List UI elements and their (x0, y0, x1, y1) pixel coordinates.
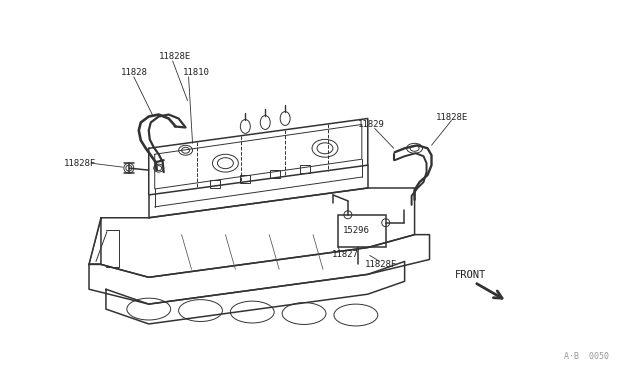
Bar (270, 170, 280, 178)
Bar (300, 165, 310, 173)
Text: 11828F: 11828F (365, 260, 397, 269)
Text: 11828F: 11828F (64, 159, 97, 168)
Bar (241, 175, 250, 183)
Text: A·B  0050: A·B 0050 (564, 352, 609, 361)
Text: 11828E: 11828E (159, 52, 191, 61)
Text: FRONT: FRONT (454, 270, 486, 280)
Bar (338, 215, 386, 247)
Text: 11829: 11829 (358, 120, 385, 129)
Text: 11828E: 11828E (435, 113, 468, 122)
Bar (211, 180, 220, 188)
Text: 11827: 11827 (332, 250, 359, 259)
Text: 11828: 11828 (121, 68, 148, 77)
Text: 11810: 11810 (182, 68, 209, 77)
Text: 15296: 15296 (343, 226, 370, 235)
